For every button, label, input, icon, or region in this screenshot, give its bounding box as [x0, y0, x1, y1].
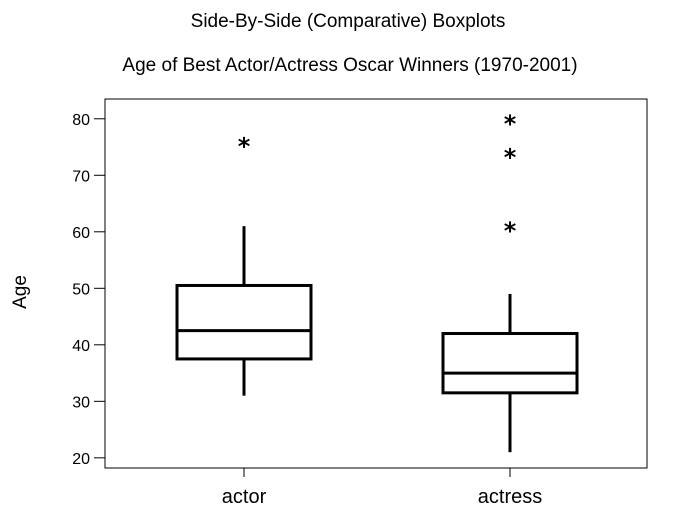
outlier-point: *: [504, 110, 517, 138]
box-actor: *: [175, 132, 313, 396]
iqr-box: [175, 283, 313, 361]
y-tick-label: 80: [72, 112, 90, 129]
chart-subtitle: Age of Best Actor/Actress Oscar Winners …: [122, 55, 577, 76]
y-axis-label: Age: [10, 275, 31, 309]
x-category-label-actor: actor: [222, 486, 267, 508]
y-tick-label: 70: [72, 168, 90, 185]
y-tick-label: 30: [72, 394, 90, 411]
y-tick-label: 40: [72, 338, 90, 355]
y-tick-label: 50: [72, 281, 90, 298]
x-category-label-actress: actress: [478, 486, 542, 508]
outlier-point: *: [238, 132, 251, 160]
plot-frame: [104, 98, 648, 469]
outlier-point: *: [504, 144, 517, 172]
y-tick-label: 60: [72, 225, 90, 242]
outlier-point: *: [504, 217, 517, 245]
box-actress: * * *: [441, 110, 579, 453]
iqr-box: [441, 332, 579, 395]
y-tick-label: 20: [72, 451, 90, 468]
x-axis: actor actress: [222, 468, 542, 508]
chart-title: Side-By-Side (Comparative) Boxplots: [191, 11, 506, 32]
boxplot-series: * * * *: [175, 110, 579, 453]
y-axis: 20 30 40 50 60 70 80: [72, 112, 105, 468]
